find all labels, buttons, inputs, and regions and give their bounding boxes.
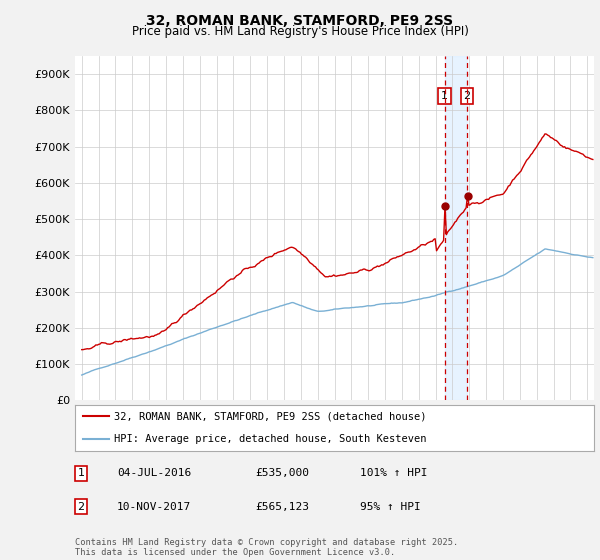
Text: HPI: Average price, detached house, South Kesteven: HPI: Average price, detached house, Sout…: [114, 435, 427, 444]
Text: £565,123: £565,123: [255, 502, 309, 512]
Text: 32, ROMAN BANK, STAMFORD, PE9 2SS: 32, ROMAN BANK, STAMFORD, PE9 2SS: [146, 14, 454, 28]
Text: Price paid vs. HM Land Registry's House Price Index (HPI): Price paid vs. HM Land Registry's House …: [131, 25, 469, 38]
Text: 1: 1: [77, 468, 85, 478]
Bar: [445, 56, 467, 400]
Text: 10-NOV-2017: 10-NOV-2017: [117, 502, 191, 512]
Text: 04-JUL-2016: 04-JUL-2016: [117, 468, 191, 478]
Text: 2: 2: [77, 502, 85, 512]
Text: 95% ↑ HPI: 95% ↑ HPI: [360, 502, 421, 512]
Text: Contains HM Land Registry data © Crown copyright and database right 2025.
This d: Contains HM Land Registry data © Crown c…: [75, 538, 458, 557]
Text: 1: 1: [441, 91, 448, 101]
Text: £535,000: £535,000: [255, 468, 309, 478]
Text: 32, ROMAN BANK, STAMFORD, PE9 2SS (detached house): 32, ROMAN BANK, STAMFORD, PE9 2SS (detac…: [114, 412, 427, 421]
Text: 101% ↑ HPI: 101% ↑ HPI: [360, 468, 427, 478]
Text: 2: 2: [463, 91, 470, 101]
